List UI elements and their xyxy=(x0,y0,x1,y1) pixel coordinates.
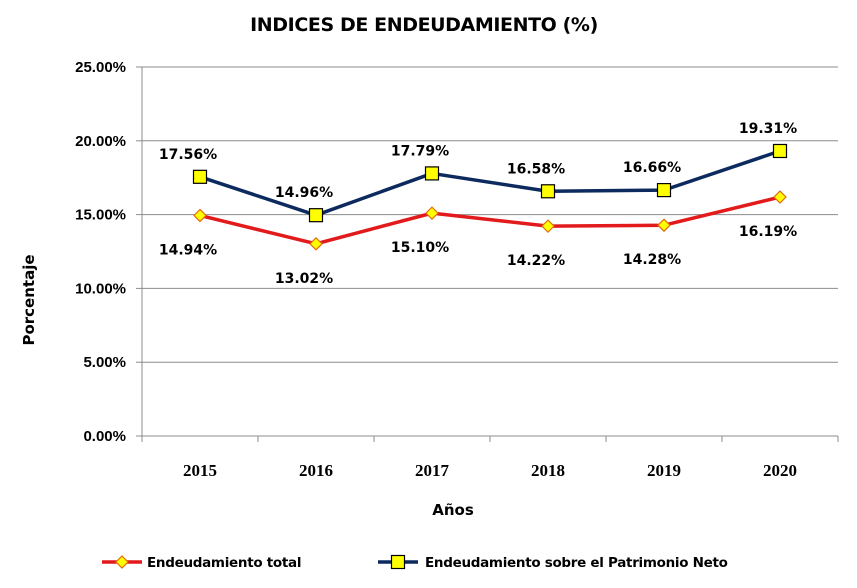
data-point xyxy=(656,182,672,198)
data-point xyxy=(193,208,207,223)
data-label: 16.58% xyxy=(507,161,565,177)
legend-swatch-marker xyxy=(115,555,129,569)
data-label: 14.94% xyxy=(159,242,217,258)
axes xyxy=(136,66,839,442)
data-label: 14.22% xyxy=(507,253,565,269)
y-tick-label: 20.00% xyxy=(75,133,126,150)
legend-label: Endeudamiento total xyxy=(147,555,301,571)
series-endeudamiento-total: 14.94% 13.02% 15.10% 14.22% 14.28% 16.19% xyxy=(159,190,797,287)
data-label: 19.31% xyxy=(739,121,797,137)
x-tick-label: 2019 xyxy=(647,461,681,480)
data-point xyxy=(424,166,440,181)
series-endeudamiento-patrimonio-neto: 17.56% 14.96% 17.79% 16.58% 16.66% 19.31% xyxy=(159,121,797,223)
legend-swatch-marker xyxy=(390,554,406,570)
data-label: 16.19% xyxy=(739,224,797,240)
data-point xyxy=(540,184,556,199)
data-point xyxy=(541,219,555,233)
y-tick-label: 0.00% xyxy=(83,428,126,445)
data-point xyxy=(425,206,439,220)
data-label: 15.10% xyxy=(391,240,449,256)
x-tick-label: 2015 xyxy=(183,461,217,480)
legend-label: Endeudamiento sobre el Patrimonio Neto xyxy=(425,555,728,571)
data-point xyxy=(309,236,323,251)
legend: Endeudamiento total Endeudamiento sobre e… xyxy=(102,554,728,571)
data-label: 17.79% xyxy=(391,143,449,159)
gridlines xyxy=(142,66,838,363)
x-tick-label: 2018 xyxy=(531,461,565,480)
y-tick-label: 15.00% xyxy=(75,207,126,224)
y-axis-ticks: 0.00% 5.00% 10.00% 15.00% 20.00% 25.00% xyxy=(75,59,126,445)
data-label: 17.56% xyxy=(159,147,217,163)
data-label: 14.96% xyxy=(275,185,333,201)
y-tick-label: 5.00% xyxy=(83,354,126,371)
x-axis-ticks: 2015 2016 2017 2018 2019 2020 xyxy=(183,461,797,480)
y-tick-label: 10.00% xyxy=(75,280,126,297)
data-point xyxy=(773,190,787,204)
data-label: 14.28% xyxy=(623,252,681,268)
data-point xyxy=(192,169,208,184)
legend-item-endeudamiento-total: Endeudamiento total xyxy=(102,555,301,571)
y-axis-label: Porcentaje xyxy=(20,254,38,345)
legend-item-endeudamiento-patrimonio-neto: Endeudamiento sobre el Patrimonio Neto xyxy=(378,554,728,571)
chart-title: INDICES DE ENDEUDAMIENTO (%) xyxy=(250,14,598,36)
data-point xyxy=(772,143,788,159)
x-tick-label: 2017 xyxy=(415,461,450,480)
series-line xyxy=(199,149,781,217)
x-tick-label: 2020 xyxy=(763,461,797,480)
data-point xyxy=(308,208,324,223)
data-label: 13.02% xyxy=(275,271,333,287)
series-group: 14.94%13.02%15.10%14.22% 14.28%16.19%17.5… xyxy=(159,121,797,287)
x-axis-label: Años xyxy=(432,501,474,519)
y-tick-label: 25.00% xyxy=(75,59,126,76)
series-line xyxy=(199,195,781,246)
data-label: 16.66% xyxy=(623,160,681,176)
data-point xyxy=(657,218,671,233)
x-tick-label: 2016 xyxy=(299,461,333,480)
